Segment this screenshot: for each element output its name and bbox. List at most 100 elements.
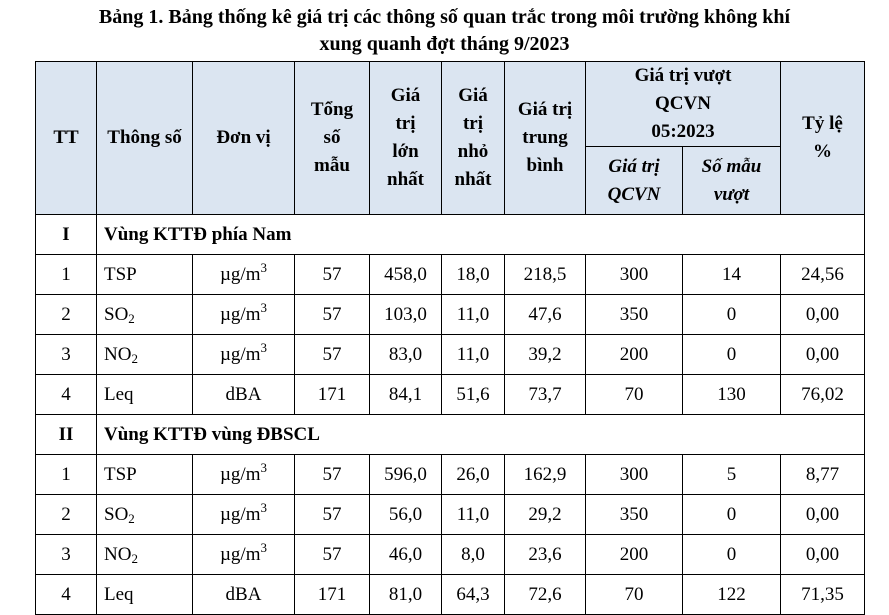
table-row: 1 TSP µg/m3 57 458,0 18,0 218,5 300 14 24,56 [35,254,865,295]
sample-count: 57 [294,454,370,495]
unit-cell: µg/m3 [192,454,295,495]
percent-value: 0,00 [780,534,865,575]
row-index: 2 [35,294,97,335]
group-row: I Vùng KTTĐ phía Nam [35,214,865,255]
parameter-name: NO [104,343,132,365]
unit-cell: µg/m3 [192,294,295,335]
max-value: 596,0 [369,454,442,495]
exceed-count: 5 [682,454,781,495]
unit-cell: µg/m3 [192,534,295,575]
table-row: 2 SO2 µg/m3 57 56,0 11,0 29,2 350 0 0,00 [35,494,865,535]
group-name: Vùng KTTĐ vùng ĐBSCL [96,414,865,455]
group-row: II Vùng KTTĐ vùng ĐBSCL [35,414,865,455]
table-row: 2 SO2 µg/m3 57 103,0 11,0 47,6 350 0 0,00 [35,294,865,335]
avg-value: 23,6 [504,534,586,575]
unit-superscript: 3 [260,459,268,475]
qcvn-value: 350 [585,294,683,335]
sample-count: 57 [294,294,370,335]
avg-value: 72,6 [504,574,586,615]
header-min-value: Giá trị nhỏ nhất [441,61,505,215]
group-id: II [35,414,97,455]
unit-cell: µg/m3 [192,254,295,295]
parameter-subscript: 2 [128,310,135,326]
row-index: 2 [35,494,97,535]
header-tt: TT [35,61,97,215]
percent-value: 24,56 [780,254,865,295]
monitoring-table: TT Thông số Đơn vị Tổng số mẫu Giá trị l… [35,61,865,615]
min-value: 11,0 [441,294,505,335]
group-id: I [35,214,97,255]
parameter-cell: TSP [96,454,193,495]
parameter-cell: TSP [96,254,193,295]
table-caption: Bảng 1. Bảng thống kê giá trị các thông … [0,4,889,58]
qcvn-value: 300 [585,454,683,495]
unit-superscript: 3 [260,259,268,275]
unit-superscript: 3 [260,499,268,515]
header-parameter: Thông số [96,61,193,215]
parameter-subscript: 2 [128,510,135,526]
sample-count: 171 [294,374,370,415]
min-value: 11,0 [441,334,505,375]
percent-value: 76,02 [780,374,865,415]
table-row: 3 NO2 µg/m3 57 83,0 11,0 39,2 200 0 0,00 [35,334,865,375]
parameter-name: NO [104,543,132,565]
percent-value: 0,00 [780,494,865,535]
exceed-count: 0 [682,334,781,375]
parameter-cell: Leq [96,374,193,415]
header-avg-value: Giá trị trung bình [504,61,586,215]
header-exceed-qcvn: Giá trị vượt QCVN 05:2023 [585,61,781,147]
percent-value: 0,00 [780,294,865,335]
table-row: 4 Leq dBA 171 81,0 64,3 72,6 70 122 71,35 [35,574,865,615]
unit-base: µg/m [219,543,261,565]
unit-base: µg/m [219,303,261,325]
max-value: 84,1 [369,374,442,415]
sample-count: 57 [294,534,370,575]
row-index: 4 [35,574,97,615]
row-index: 3 [35,534,97,575]
table-row: 3 NO2 µg/m3 57 46,0 8,0 23,6 200 0 0,00 [35,534,865,575]
unit-cell: µg/m3 [192,494,295,535]
min-value: 64,3 [441,574,505,615]
qcvn-value: 350 [585,494,683,535]
unit-base: µg/m [219,263,261,285]
parameter-name: Leq [104,383,134,405]
parameter-name: TSP [104,263,137,285]
header-max-value: Giá trị lớn nhất [369,61,442,215]
row-index: 1 [35,454,97,495]
header-sample-count: Tổng số mẫu [294,61,370,215]
unit-base: µg/m [219,463,261,485]
exceed-count: 14 [682,254,781,295]
min-value: 8,0 [441,534,505,575]
max-value: 83,0 [369,334,442,375]
avg-value: 162,9 [504,454,586,495]
percent-value: 0,00 [780,334,865,375]
unit-base: dBA [225,583,262,605]
qcvn-value: 70 [585,574,683,615]
row-index: 4 [35,374,97,415]
table-row: 1 TSP µg/m3 57 596,0 26,0 162,9 300 5 8,77 [35,454,865,495]
qcvn-value: 200 [585,534,683,575]
parameter-name: SO [104,303,129,325]
group-name: Vùng KTTĐ phía Nam [96,214,865,255]
parameter-name: SO [104,503,129,525]
max-value: 458,0 [369,254,442,295]
sample-count: 57 [294,334,370,375]
qcvn-value: 200 [585,334,683,375]
avg-value: 218,5 [504,254,586,295]
qcvn-value: 300 [585,254,683,295]
sample-count: 57 [294,494,370,535]
unit-cell: dBA [192,374,295,415]
unit-base: dBA [225,383,262,405]
unit-superscript: 3 [260,299,268,315]
max-value: 46,0 [369,534,442,575]
avg-value: 39,2 [504,334,586,375]
exceed-count: 130 [682,374,781,415]
caption-line-1: Bảng 1. Bảng thống kê giá trị các thông … [98,6,791,28]
avg-value: 47,6 [504,294,586,335]
unit-superscript: 3 [260,339,268,355]
header-qcvn-value: Giá trị QCVN [585,146,683,215]
max-value: 103,0 [369,294,442,335]
parameter-name: TSP [104,463,137,485]
table-row: 4 Leq dBA 171 84,1 51,6 73,7 70 130 76,02 [35,374,865,415]
header-exceed-count: Số mẫu vượt [682,146,781,215]
